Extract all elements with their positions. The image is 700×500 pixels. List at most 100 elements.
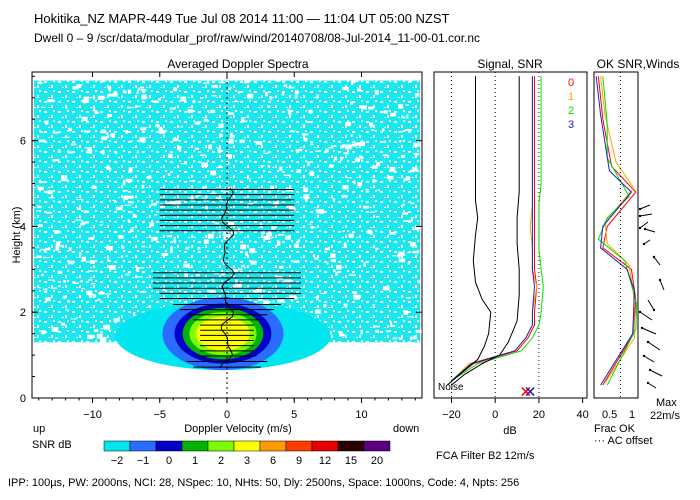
clutter-gap: [302, 124, 306, 127]
clutter-gap: [239, 139, 245, 143]
clutter-gap: [398, 337, 403, 340]
clutter-gap: [265, 91, 268, 97]
wind-arrows: [638, 204, 665, 389]
colorbar-tick-4: 2: [218, 455, 224, 467]
clutter-gap: [128, 201, 134, 204]
clutter-gap: [185, 246, 190, 250]
clutter-gap: [405, 176, 411, 181]
clutter-gap: [332, 269, 336, 272]
clutter-gap: [245, 251, 248, 256]
clutter-gap: [122, 190, 128, 192]
clutter-gap: [101, 136, 108, 141]
height-tick-label-3: 6: [20, 136, 26, 148]
clutter-gap: [310, 143, 314, 146]
clutter-gap: [288, 86, 295, 89]
clutter-gap: [141, 94, 147, 100]
snr-series-4: [446, 76, 492, 386]
clutter-gap: [93, 329, 99, 332]
clutter-gap: [216, 197, 222, 200]
clutter-gap: [141, 245, 146, 248]
clutter-gap: [289, 130, 296, 133]
clutter-gap: [275, 78, 282, 82]
clutter-gap: [148, 76, 151, 78]
clutter-gap: [86, 290, 93, 296]
clutter-gap: [135, 105, 142, 107]
clutter-gap: [374, 89, 379, 95]
clutter-gap: [88, 237, 94, 240]
clutter-gap: [42, 288, 48, 291]
clutter-gap: [350, 101, 353, 105]
clutter-gap: [363, 262, 366, 267]
clutter-gap: [342, 230, 345, 232]
noise-speckle: [34, 76, 422, 343]
clutter-gap: [211, 277, 215, 281]
clutter-gap: [347, 177, 352, 179]
clutter-gap: [229, 138, 233, 141]
clutter-gap: [192, 236, 196, 238]
colorbar-swatch-4: [207, 440, 235, 452]
clutter-gap: [152, 100, 158, 103]
clutter-gap: [76, 208, 81, 210]
clutter-gap: [165, 202, 172, 205]
clutter-gap: [154, 214, 158, 216]
colorbar-tick-1: −1: [137, 455, 150, 467]
clutter-gap: [382, 154, 389, 157]
clutter-gap: [43, 249, 47, 253]
clutter-gap: [288, 110, 292, 115]
clutter-gap: [413, 152, 420, 156]
clutter-gap: [285, 235, 291, 240]
clutter-gap: [345, 121, 351, 126]
clutter-gap: [169, 107, 176, 110]
clutter-gap: [260, 165, 265, 167]
clutter-gap: [355, 142, 361, 146]
clutter-gap: [357, 182, 362, 187]
clutter-gap: [167, 173, 171, 176]
clutter-gap: [155, 124, 160, 128]
clutter-gap: [279, 265, 284, 269]
clutter-gap: [303, 194, 310, 200]
clutter-gap: [407, 252, 410, 254]
clutter-gap: [398, 258, 405, 263]
clutter-gap: [72, 86, 79, 90]
clutter-gap: [103, 324, 110, 330]
clutter-gap: [37, 186, 44, 191]
clutter-gap: [410, 169, 415, 173]
wind-arrow-head-9: [646, 340, 650, 344]
clutter-gap: [203, 239, 209, 244]
clutter-gap: [197, 247, 201, 250]
clutter-gap: [269, 96, 273, 100]
clutter-gap: [36, 255, 42, 259]
clutter-gap: [218, 81, 226, 84]
clutter-gap: [375, 216, 380, 218]
frac-ok-traces: [595, 72, 638, 398]
clutter-gap: [289, 206, 295, 209]
clutter-gap: [353, 294, 360, 300]
colorbar-swatch-6: [259, 440, 287, 452]
db-tick-label-1: 0: [492, 409, 498, 421]
clutter-gap: [122, 90, 127, 94]
clutter-gap: [104, 337, 107, 342]
clutter-gap: [283, 84, 288, 87]
wind-arrow-head-4: [642, 242, 646, 246]
colorbar-tick-9: 15: [345, 455, 357, 467]
clutter-gap: [284, 279, 292, 283]
clutter-gap: [94, 111, 99, 115]
clutter-gap: [290, 295, 297, 299]
clutter-gap: [210, 109, 216, 113]
clutter-gap: [167, 153, 173, 159]
clutter-gap: [125, 178, 133, 182]
clutter-gap: [128, 167, 133, 173]
clutter-gap: [377, 189, 380, 191]
height-ticks: 0 2 4 6: [20, 75, 422, 405]
clutter-gap: [189, 180, 194, 182]
clutter-gap: [225, 186, 232, 190]
clutter-gap: [101, 80, 106, 82]
clutter-gap: [412, 167, 418, 172]
clutter-gap: [338, 331, 343, 334]
direction-down-label: down: [393, 423, 419, 435]
clutter-gap: [269, 237, 272, 239]
clutter-gap: [149, 222, 154, 227]
wind-arrow-6: [659, 279, 665, 291]
clutter-gap: [353, 291, 357, 294]
